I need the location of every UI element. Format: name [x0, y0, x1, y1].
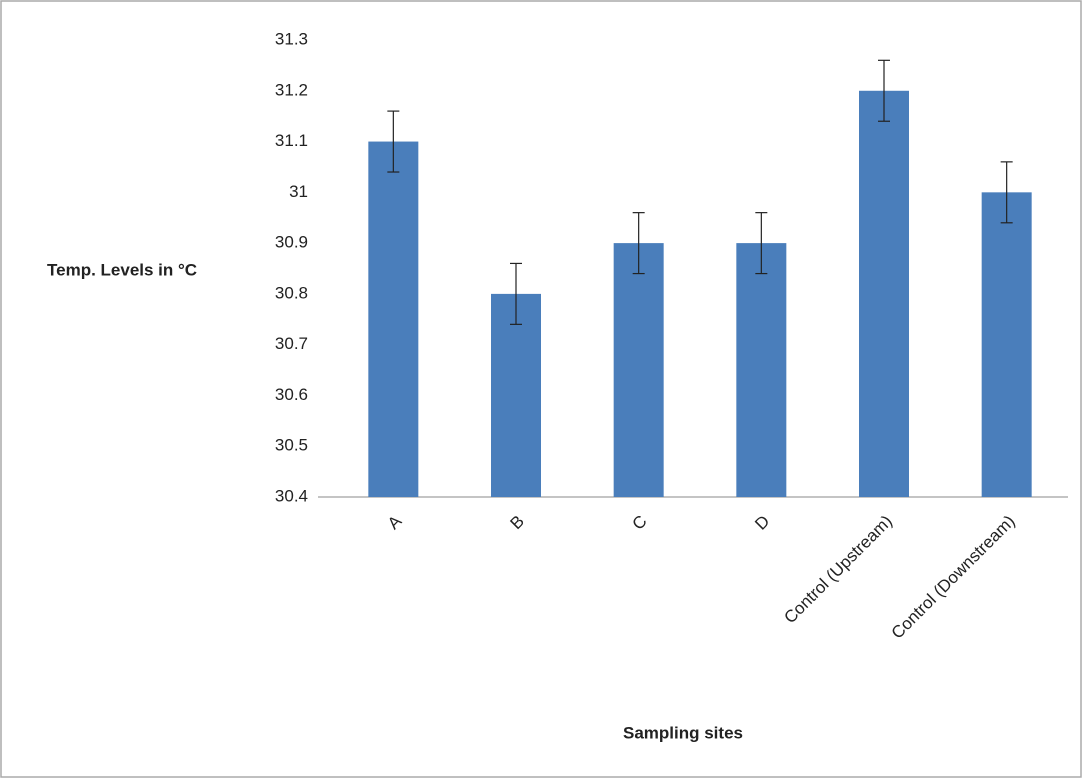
- x-axis-label: Sampling sites: [623, 723, 743, 742]
- y-tick-label: 30.4: [275, 486, 308, 505]
- bar: [736, 243, 787, 497]
- bar: [491, 293, 541, 497]
- y-tick-label: 31.1: [275, 131, 308, 150]
- y-tick-label: 30.7: [275, 334, 308, 353]
- bar: [368, 141, 419, 498]
- bar: [613, 243, 664, 497]
- y-axis-label: Temp. Levels in °C: [47, 260, 197, 279]
- y-tick-label: 30.5: [275, 436, 308, 455]
- bar: [859, 90, 909, 498]
- y-tick-label: 30.8: [275, 283, 308, 302]
- y-tick-label: 31: [289, 182, 308, 201]
- bar: [981, 192, 1032, 498]
- y-tick-label: 30.9: [275, 233, 308, 252]
- y-tick-label: 30.6: [275, 385, 308, 404]
- y-tick-label: 31.3: [275, 29, 308, 48]
- y-tick-label: 31.2: [275, 80, 308, 99]
